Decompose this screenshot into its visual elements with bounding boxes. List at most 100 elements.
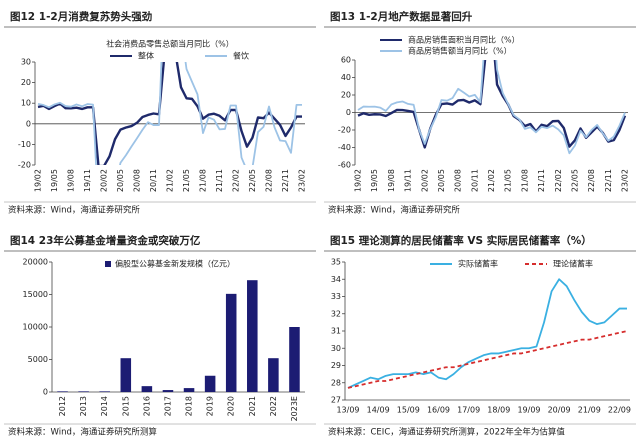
y-tick-label: 10 <box>21 99 31 108</box>
y-tick-label: 32 <box>331 309 341 318</box>
y-tick-label: 20 <box>341 91 351 100</box>
plot <box>57 280 300 392</box>
y-tick-label: 35 <box>331 258 341 267</box>
x-tick-label: 20/02 <box>420 169 429 192</box>
y-tick-label: -10 <box>18 140 31 149</box>
x-tick-label: 2017 <box>163 396 172 416</box>
x-tick-label: 2013 <box>79 396 88 416</box>
x-tick-label: 20/08 <box>454 169 463 192</box>
x-tick-label: 2018 <box>185 396 194 416</box>
y-tick-label: 30 <box>331 344 341 353</box>
bar <box>57 391 68 392</box>
legend-label: 商品房销售面积当月同比（%） <box>408 35 520 45</box>
bar <box>204 375 216 392</box>
y-tick-label: -20 <box>18 161 31 170</box>
x-tick-label: 2022 <box>269 396 278 416</box>
figure-title: 图14 23年公募基金增量资金或突破万亿 <box>10 234 201 247</box>
bar <box>183 388 195 392</box>
chart-subtitle: 社会消费品零售总额当月同比（%） <box>106 39 234 49</box>
x-tick-label: 21/05 <box>504 169 513 192</box>
x-tick-label: 14/09 <box>367 406 390 415</box>
bar <box>162 390 174 392</box>
y-tick-label: 34 <box>331 275 341 284</box>
source-note: 资料来源：Wind，海通证券研究所测算 <box>8 427 157 438</box>
y-tick-label: 40 <box>341 73 351 82</box>
x-tick-label: 20/09 <box>548 406 571 415</box>
x-tick-label: 17/09 <box>457 406 480 415</box>
x-tick-label: 22/09 <box>608 406 631 415</box>
y-tick-label: 15000 <box>23 290 48 299</box>
bar <box>289 327 300 392</box>
series-line <box>347 330 628 389</box>
source-note: 资料来源：CEIC，海通证券研究所测算，2022年全年为估算值 <box>328 427 565 438</box>
series-line <box>37 62 302 165</box>
plot <box>357 60 627 155</box>
x-tick-label: 18/09 <box>487 406 510 415</box>
x-tick-label: 21/11 <box>537 169 546 192</box>
series-line <box>357 60 627 149</box>
y-tick-label: -20 <box>338 126 351 135</box>
y-tick-label: 28 <box>331 378 341 387</box>
y-tick-label: 5000 <box>28 355 48 364</box>
x-tick-label: 19/11 <box>83 169 92 192</box>
x-tick-label: 2020 <box>227 396 236 416</box>
x-tick-label: 20/02 <box>100 169 109 192</box>
figure-title: 图12 1-2月消费复苏势头强劲 <box>10 10 152 23</box>
figure-title: 图15 理论测算的居民储蓄率 VS 实际居民储蓄率（%） <box>330 234 592 247</box>
x-tick-label: 22/02 <box>232 169 241 192</box>
x-tick-label: 21/02 <box>487 169 496 192</box>
x-tick-label: 19/08 <box>67 169 76 192</box>
y-tick-label: 29 <box>331 361 341 370</box>
plot <box>347 278 628 389</box>
series-line <box>37 62 302 165</box>
y-tick-label: -60 <box>338 161 351 170</box>
y-tick-label: 20000 <box>23 258 48 267</box>
x-tick-label: 20/11 <box>470 169 479 192</box>
y-tick-label: 20 <box>21 78 31 87</box>
x-tick-label: 15/09 <box>397 406 420 415</box>
x-tick-label: 19/09 <box>517 406 540 415</box>
legend-label: 整体 <box>138 51 154 61</box>
legend-label: 餐饮 <box>233 51 249 61</box>
bar <box>78 391 89 392</box>
legend-label: 商品房销售额当月同比（%） <box>408 46 512 56</box>
x-tick-label: 2023E <box>290 396 299 421</box>
x-tick-label: 2019 <box>206 396 215 416</box>
figure-title: 图13 1-2月地产数据显著回升 <box>330 10 473 23</box>
x-tick-label: 2015 <box>121 396 130 416</box>
x-tick-label: 22/11 <box>604 169 613 192</box>
plot <box>37 62 302 165</box>
y-tick-label: -40 <box>338 143 351 152</box>
x-tick-label: 16/09 <box>427 406 450 415</box>
x-tick-label: 2014 <box>100 396 109 416</box>
x-tick-label: 23/02 <box>298 169 307 192</box>
y-tick-label: 0 <box>346 108 351 117</box>
x-tick-label: 22/02 <box>554 169 563 192</box>
x-tick-label: 2016 <box>142 396 151 416</box>
legend-label: 理论储蓄率 <box>553 259 593 269</box>
x-tick-label: 13/09 <box>336 406 359 415</box>
bar <box>120 358 132 392</box>
y-tick-label: 30 <box>21 58 31 67</box>
x-tick-label: 2012 <box>58 396 67 416</box>
x-tick-label: 22/08 <box>265 169 274 192</box>
x-tick-label: 21/08 <box>199 169 208 192</box>
x-tick-label: 19/05 <box>370 169 379 192</box>
x-tick-label: 2021 <box>248 396 257 416</box>
source-note: 资料来源：Wind，海通证券研究所 <box>8 205 140 216</box>
series-line <box>347 278 627 389</box>
bar <box>268 358 279 392</box>
source-note: 资料来源：Wind，海通证券研究所 <box>328 205 460 216</box>
x-tick-label: 19/02 <box>354 169 363 192</box>
x-tick-label: 21/02 <box>166 169 175 192</box>
x-tick-label: 19/11 <box>404 169 413 192</box>
x-tick-label: 20/08 <box>133 169 142 192</box>
y-tick-label: 10000 <box>23 323 48 332</box>
x-tick-label: 21/09 <box>578 406 601 415</box>
x-tick-label: 22/05 <box>248 169 257 192</box>
y-tick-label: 0 <box>26 119 31 128</box>
x-tick-label: 19/08 <box>387 169 396 192</box>
y-tick-label: 27 <box>331 396 341 405</box>
y-tick-label: 31 <box>331 327 341 336</box>
